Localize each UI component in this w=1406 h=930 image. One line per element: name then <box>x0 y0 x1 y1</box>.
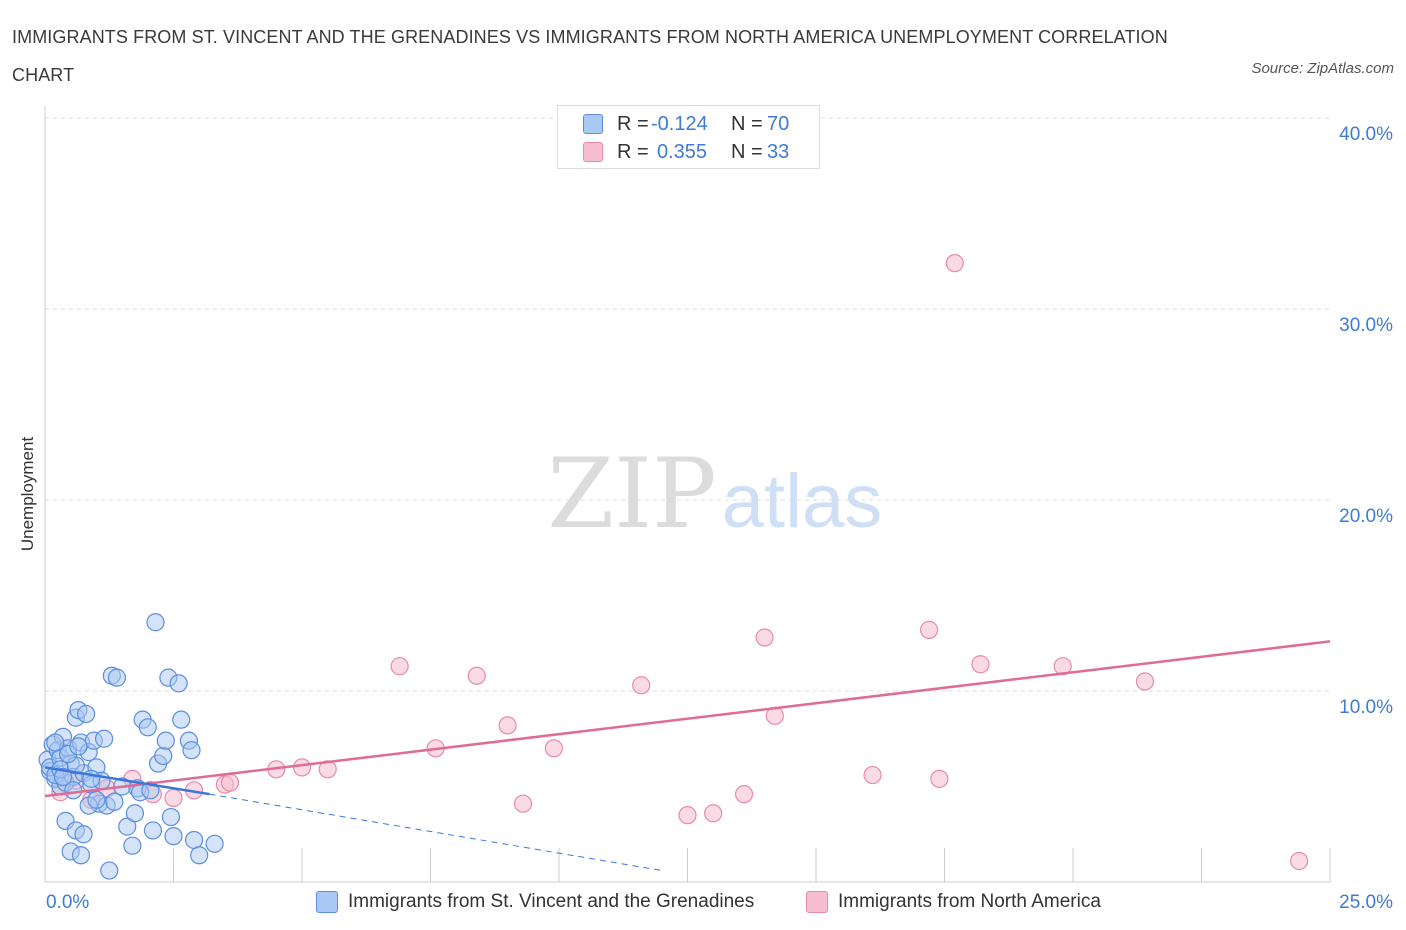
data-point-north-america <box>1290 851 1309 871</box>
data-point-st-vincent <box>184 830 204 850</box>
data-point-st-vincent <box>100 861 119 880</box>
legend-swatch-pink <box>583 142 603 162</box>
data-point-st-vincent <box>172 710 191 729</box>
legend-r-value: -0.124 <box>651 112 708 135</box>
data-point-st-vincent <box>190 846 209 865</box>
data-point-north-america <box>971 655 990 674</box>
y-tick-label: 10.0% <box>1339 697 1393 718</box>
legend-n-value: 70 <box>767 112 790 135</box>
data-point-st-vincent <box>143 821 163 840</box>
bottom-legend-label-blue: Immigrants from St. Vincent and the Gren… <box>348 891 755 912</box>
data-point-st-vincent <box>161 807 181 827</box>
data-point-north-america <box>164 788 183 808</box>
data-point-st-vincent <box>105 792 124 811</box>
tick-labels: 10.0% 20.0% 30.0% 40.0% 0.0% 25.0% <box>46 124 1393 913</box>
data-point-north-america <box>292 758 312 777</box>
data-point-st-vincent <box>64 781 83 800</box>
watermark-atlas: atlas <box>722 459 883 544</box>
data-point-north-america <box>755 628 774 647</box>
data-point-st-vincent <box>123 836 142 855</box>
data-point-st-vincent <box>71 846 91 865</box>
data-point-north-america <box>704 804 723 823</box>
bottom-legend-pink: Immigrants from North America <box>806 888 1101 916</box>
legend-n-label: N = <box>731 112 763 135</box>
data-point-north-america <box>544 739 563 758</box>
data-point-st-vincent <box>46 733 65 752</box>
bottom-legend-swatch-blue <box>316 891 338 913</box>
data-point-st-vincent <box>118 817 137 836</box>
data-point-north-america <box>467 666 486 685</box>
data-point-st-vincent <box>125 804 145 823</box>
data-point-north-america <box>930 769 949 788</box>
data-point-st-vincent <box>205 834 224 853</box>
data-point-st-vincent <box>154 746 173 766</box>
data-point-st-vincent <box>182 741 201 760</box>
data-point-north-america <box>945 254 964 273</box>
legend-row-blue: R = -0.124 N = 70 <box>583 110 789 138</box>
x-tick-label: 25.0% <box>1339 892 1393 913</box>
trend-lines <box>44 640 1331 872</box>
legend-n-label: N = <box>731 140 763 163</box>
trend-line-north-america <box>44 640 1331 798</box>
bottom-legend-label-pink: Immigrants from North America <box>838 891 1101 912</box>
bottom-legend-swatch-pink <box>806 891 828 913</box>
data-point-st-vincent <box>74 825 93 844</box>
data-point-north-america <box>734 785 754 804</box>
data-point-north-america <box>632 676 651 695</box>
data-point-north-america <box>390 657 409 676</box>
data-point-north-america <box>513 794 533 813</box>
watermark-zip: ZIP <box>547 438 716 550</box>
source-label: Source: ZipAtlas.com <box>1251 60 1394 77</box>
trend-line-st-vincent-extrapolated <box>209 793 662 872</box>
data-point-st-vincent <box>53 767 73 787</box>
data-point-st-vincent <box>107 668 127 687</box>
watermark: ZIP atlas <box>547 438 882 550</box>
legend-swatch-blue <box>583 114 603 134</box>
data-point-north-america <box>919 620 939 639</box>
chart-title: IMMIGRANTS FROM ST. VINCENT AND THE GREN… <box>12 27 1168 85</box>
data-point-north-america <box>678 806 697 825</box>
data-point-st-vincent <box>95 729 114 748</box>
legend-r-label: R = <box>617 140 649 163</box>
data-point-st-vincent <box>69 737 88 756</box>
data-point-st-vincent <box>169 674 188 693</box>
data-point-st-vincent <box>138 718 157 737</box>
trend-line-st-vincent <box>44 766 210 796</box>
series-st-vincent-points <box>38 613 224 880</box>
data-point-north-america <box>863 765 882 785</box>
data-point-north-america <box>1135 672 1155 691</box>
legend-n-value: 33 <box>767 140 790 163</box>
data-point-st-vincent <box>87 790 106 809</box>
legend-r-value: 0.355 <box>657 140 708 163</box>
data-point-north-america <box>498 716 517 735</box>
data-point-north-america <box>220 773 240 792</box>
data-point-st-vincent <box>146 613 165 632</box>
data-point-st-vincent <box>77 704 96 724</box>
legend-box: R = -0.124 N = 70 R = 0.355 N = 33 <box>557 105 820 169</box>
legend-row-pink: R = 0.355 N = 33 <box>583 138 789 166</box>
data-point-st-vincent <box>164 827 183 846</box>
bottom-legend-blue: Immigrants from St. Vincent and the Gren… <box>316 888 754 916</box>
data-point-st-vincent <box>156 731 175 750</box>
y-tick-label: 40.0% <box>1339 124 1393 145</box>
y-tick-label: 20.0% <box>1339 506 1393 527</box>
grid-lines <box>45 117 1330 692</box>
y-axis-label: Unemployment <box>18 437 37 552</box>
legend-r-label: R = <box>617 112 649 135</box>
y-tick-label: 30.0% <box>1339 315 1393 336</box>
x-tick-label: 0.0% <box>46 892 89 913</box>
series-north-america-points <box>51 254 1309 871</box>
